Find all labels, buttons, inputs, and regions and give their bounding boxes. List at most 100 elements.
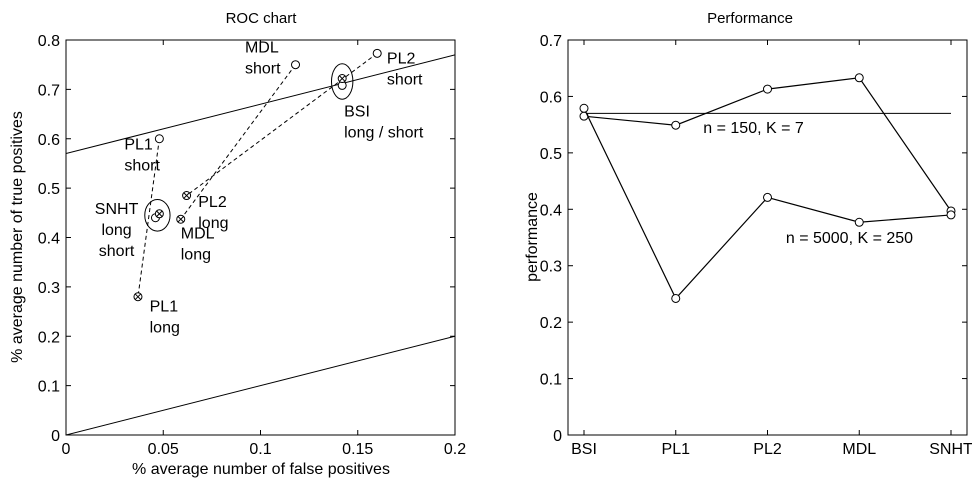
roc-point [291, 60, 301, 70]
performance-marks: BSI PL1 PL2 MDL SNHT 0 0.1 0.2 0.3 0.4 0.5 0.6 0.7 n … [540, 33, 972, 458]
performance-y-tick-label: 0.3 [540, 259, 562, 276]
performance-y-tick-label: 0.7 [540, 33, 562, 50]
roc-x-axis-label: % average number of false positives [132, 461, 390, 478]
roc-y-tick-label: 0 [51, 428, 60, 445]
performance-x-tick-label: SNHT [929, 441, 972, 458]
roc-reference-line [66, 54, 455, 155]
roc-chart-title: ROC chart [226, 10, 298, 27]
performance-y-tick-label: 0.4 [540, 202, 562, 219]
roc-annotation-line: short [124, 158, 160, 175]
roc-point-cross-b [156, 210, 163, 217]
roc-annotation: PL1 short [124, 137, 160, 175]
roc-annotation: SNHT long short [95, 201, 139, 260]
roc-point [176, 214, 186, 224]
roc-dashed-link [186, 52, 378, 196]
performance-point-circle [763, 192, 772, 202]
roc-reference-line [66, 335, 455, 435]
roc-reference-lines [66, 54, 455, 435]
roc-annotation: PL2 long [198, 194, 228, 232]
performance-y-tick-label: 0.5 [540, 146, 562, 163]
roc-y-tick-label: 0.8 [38, 33, 60, 50]
performance-point-circle [579, 103, 589, 113]
roc-y-tick-label: 0.3 [38, 280, 60, 297]
roc-annotation: PL1 long [150, 299, 180, 337]
roc-point [182, 191, 192, 201]
roc-annotation-line: PL2 [198, 194, 227, 211]
roc-dashed-link [137, 138, 160, 297]
performance-point [854, 217, 864, 227]
roc-point-cross-b [177, 216, 184, 223]
roc-point [154, 134, 164, 144]
roc-annotation-line: long [101, 222, 131, 239]
performance-y-tick-label: 0.1 [540, 372, 562, 389]
roc-y-tick-label: 0.1 [38, 379, 60, 396]
roc-y-tick-label: 0.2 [38, 329, 60, 346]
roc-point [337, 74, 347, 84]
performance-point-circle [854, 73, 864, 83]
performance-x-tick-label: PL2 [753, 441, 782, 458]
roc-annotation-line: MDL [181, 225, 215, 242]
roc-point [133, 292, 143, 302]
performance-point [763, 192, 772, 202]
performance-series-label: n = 150, K = 7 [703, 120, 804, 137]
performance-y-tick-label: 0.6 [540, 89, 562, 106]
roc-annotation-line: BSI [344, 104, 370, 121]
roc-x-tick-label: 0.2 [444, 441, 466, 458]
roc-annotation-line: PL2 [387, 51, 416, 68]
performance-x-tick-label: MDL [842, 441, 876, 458]
roc-annotation-line: long / short [344, 125, 424, 142]
roc-y-tick-label: 0.5 [38, 181, 60, 198]
performance-chart-title: Performance [707, 10, 793, 27]
performance-series-line [583, 77, 952, 212]
roc-chart: ROC chart % average number of false posi… [9, 10, 466, 478]
roc-y-tick-label: 0.7 [38, 82, 60, 99]
roc-annotation: MDL long [181, 225, 215, 263]
roc-point-circle [291, 60, 301, 70]
roc-annotation-line: MDL [245, 39, 279, 56]
roc-annotation: BSI long / short [344, 104, 424, 142]
roc-x-tick-label: 0.1 [249, 441, 271, 458]
performance-y-tick-label: 0 [553, 428, 562, 445]
roc-y-axis-label: % average number of true positives [9, 111, 26, 363]
performance-point [854, 73, 864, 83]
roc-point-cross-b [183, 192, 190, 199]
performance-x-tick-label: BSI [571, 441, 597, 458]
performance-series-label: n = 5000, K = 250 [786, 230, 913, 247]
roc-x-tick-label: 0.15 [342, 441, 373, 458]
roc-point-cross-b [339, 75, 346, 82]
roc-annotation-line: PL1 [150, 299, 179, 316]
roc-annotation-line: PL1 [124, 137, 153, 154]
roc-point [154, 209, 164, 219]
performance-point-circle [671, 293, 681, 303]
roc-group-ellipse [330, 63, 354, 100]
performance-y-tick-label: 0.2 [540, 315, 562, 332]
performance-point [579, 103, 589, 113]
performance-point-circle [854, 217, 864, 227]
roc-point-circle [154, 134, 164, 144]
roc-point-cross-b [134, 293, 142, 300]
performance-y-axis-label: performance [524, 192, 541, 282]
performance-point-circle [671, 120, 681, 130]
performance-point-circle [946, 210, 956, 220]
roc-annotation-line: short [99, 243, 135, 260]
roc-marks: 0 0.05 0.1 0.15 0.2 0 0.1 0.2 0.3 0.4 0.5 0.6 0.7 0.8… [38, 33, 466, 458]
performance-point [946, 210, 956, 220]
performance-point [763, 84, 772, 94]
roc-point-circle [372, 48, 382, 58]
roc-x-tick-label: 0.05 [148, 441, 179, 458]
roc-annotation-line: short [387, 72, 423, 89]
performance-chart: Performance performance BSI PL1 PL2 MDL SNHT… [524, 10, 972, 458]
roc-annotation: MDL short [245, 39, 281, 77]
performance-x-tick-label: PL1 [662, 441, 691, 458]
roc-annotation: PL2 short [387, 51, 423, 89]
roc-y-tick-label: 0.4 [38, 231, 60, 248]
roc-y-tick-label: 0.6 [38, 132, 60, 149]
performance-point-circle [763, 84, 772, 94]
roc-annotation-line: short [245, 60, 281, 77]
performance-point [671, 120, 681, 130]
roc-group-ellipse [144, 198, 171, 232]
roc-annotation-line: long [198, 215, 228, 232]
roc-point [372, 48, 382, 58]
roc-annotation-line: long [150, 320, 180, 337]
